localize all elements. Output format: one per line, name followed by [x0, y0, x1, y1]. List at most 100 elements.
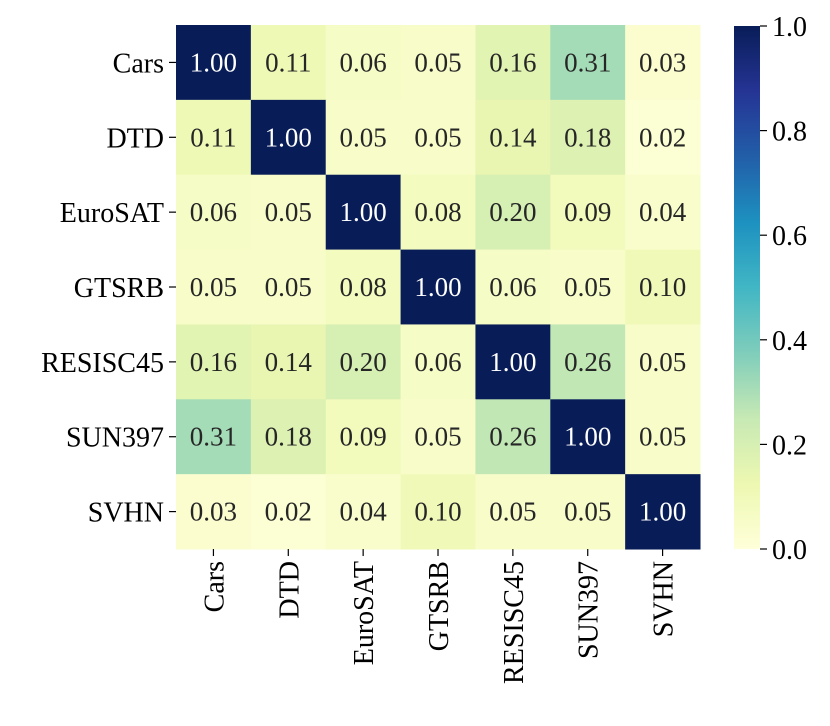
colorbar: 0.0 0.2 0.4 0.6 0.8 1.0: [734, 12, 807, 566]
heatmap-cell: [550, 324, 626, 400]
heatmap-cell: [550, 99, 626, 176]
colorbar-tick-label: 0.0: [772, 535, 807, 566]
cell-value-label: 0.03: [639, 47, 686, 77]
cell-value-label: 0.05: [265, 197, 312, 227]
heatmap-cell: [625, 25, 701, 101]
cell-value-label: 0.04: [639, 197, 687, 227]
column-label: DTD: [274, 561, 305, 619]
column-labels: Cars DTD EuroSAT GTSRB RESISC45 SUN397 SVHN: [199, 549, 680, 684]
column-label: RESISC45: [499, 561, 530, 684]
heatmap-cell: [325, 399, 402, 475]
cell-value-label: 1.00: [489, 347, 536, 377]
heatmap-cell: [325, 249, 402, 325]
colorbar-tick-label: 0.4: [772, 326, 807, 357]
heatmap-cell: [625, 474, 701, 550]
heatmap-cell: [250, 174, 327, 251]
cell-value-label: 0.05: [564, 497, 611, 527]
cell-value-label: 0.16: [190, 347, 237, 377]
cell-value-label: 0.05: [340, 122, 387, 152]
heatmap-cell: [250, 324, 327, 400]
heatmap-cell: [475, 474, 551, 550]
row-label: SVHN: [88, 498, 164, 529]
heatmap-cell: [176, 25, 252, 101]
column-label: EuroSAT: [349, 561, 380, 665]
cell-value-label: 1.00: [190, 47, 237, 77]
column-label: SVHN: [649, 561, 680, 637]
heatmap-cell: [400, 99, 476, 176]
heatmap-cell: [550, 25, 626, 101]
cell-value-label: 1.00: [340, 197, 387, 227]
heatmap-cell: [325, 99, 402, 176]
row-label: RESISC45: [41, 348, 164, 379]
cell-value-label: 0.26: [489, 422, 536, 452]
cell-value-label: 0.08: [414, 197, 461, 227]
cell-value-label: 0.05: [190, 272, 237, 302]
cell-value-label: 0.31: [564, 47, 611, 77]
cell-value-label: 0.05: [489, 497, 536, 527]
heatmap-cell: [550, 399, 626, 475]
heatmap-cell: [250, 99, 327, 176]
heatmap-cell: [250, 399, 327, 475]
heatmap-cell: [625, 324, 701, 400]
cell-value-label: 0.26: [564, 347, 611, 377]
cell-value-label: 0.18: [564, 122, 611, 152]
cell-value-label: 0.14: [489, 122, 537, 152]
cell-value-label: 0.09: [340, 422, 387, 452]
heatmap-cell: [176, 249, 252, 325]
heatmap-cell: [400, 174, 476, 251]
heatmap-cell: [400, 25, 476, 101]
column-label: SUN397: [574, 561, 605, 659]
heatmap-cell: [325, 25, 402, 101]
heatmap-cell: [325, 474, 402, 550]
column-label: GTSRB: [424, 561, 455, 651]
colorbar-tick-label: 0.2: [772, 430, 807, 461]
cell-value-label: 0.11: [190, 122, 236, 152]
cell-value-label: 0.06: [414, 347, 461, 377]
colorbar-gradient: [734, 26, 760, 549]
heatmap-cell: [475, 324, 551, 400]
cell-value-label: 0.09: [564, 197, 611, 227]
cell-value-label: 0.05: [414, 122, 461, 152]
heatmap-cell: [325, 324, 402, 400]
row-labels: Cars DTD EuroSAT GTSRB RESISC45 SUN397 SVHN: [41, 48, 176, 529]
cell-value-label: 0.05: [265, 272, 312, 302]
cell-value-label: 0.16: [489, 47, 536, 77]
heatmap-cell: [250, 474, 327, 550]
cell-value-label: 0.08: [340, 272, 387, 302]
heatmap-cell: [325, 174, 402, 251]
cell-value-label: 0.31: [190, 422, 237, 452]
row-label: EuroSAT: [60, 198, 164, 229]
cell-value-label: 0.11: [265, 47, 311, 77]
colorbar-tick-label: 0.8: [772, 117, 807, 148]
cell-value-label: 0.03: [190, 497, 237, 527]
cell-value-label: 0.05: [414, 422, 461, 452]
row-label: Cars: [113, 48, 164, 79]
heatmap-cell: [625, 99, 701, 176]
heatmap-cell: [176, 399, 252, 475]
heatmap-cell: [400, 249, 476, 325]
heatmap-cell: [176, 474, 252, 550]
heatmap-cell: [176, 324, 252, 400]
cell-value-label: 1.00: [639, 497, 686, 527]
cell-value-label: 0.18: [265, 422, 312, 452]
cell-value-label: 0.06: [190, 197, 237, 227]
cell-value-label: 0.20: [340, 347, 387, 377]
row-label: SUN397: [66, 423, 164, 454]
cell-value-label: 0.10: [639, 272, 686, 302]
heatmap-cell: [475, 25, 551, 101]
heatmap-cell: [550, 249, 626, 325]
cell-value-label: 0.10: [414, 497, 461, 527]
cell-value-label: 1.00: [265, 122, 312, 152]
heatmap-cell: [250, 25, 327, 101]
cell-value-label: 0.02: [265, 497, 312, 527]
heatmap-cell: [475, 249, 551, 325]
heatmap-cell: [625, 399, 701, 475]
heatmap-cell: [176, 99, 252, 176]
cell-value-label: 0.05: [639, 347, 686, 377]
cell-value-label: 0.02: [639, 122, 686, 152]
cell-value-label: 1.00: [414, 272, 461, 302]
cell-value-label: 0.14: [265, 347, 313, 377]
cell-value-label: 0.05: [414, 47, 461, 77]
colorbar-tick-label: 1.0: [772, 12, 807, 43]
